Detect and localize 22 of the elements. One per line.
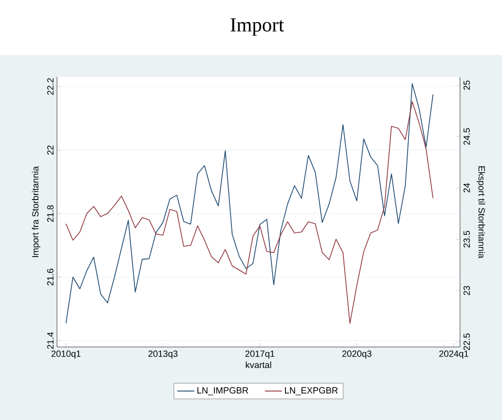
y2-tick-label: 22.5: [464, 334, 470, 350]
chart-title: Import: [230, 18, 284, 36]
y2-tick-label: 24: [464, 183, 470, 192]
x-tick-label: 2020q3: [342, 350, 372, 359]
x-tick-label: 2013q3: [148, 350, 178, 359]
y-tick-label: 21.4: [47, 332, 54, 349]
x-tick-label: 2010q1: [51, 350, 81, 359]
y-tick-label: 21.6: [47, 268, 54, 286]
y-tick-label: 22: [47, 146, 54, 155]
y-tick-label: 21.8: [47, 205, 54, 222]
y-tick-label: 22.2: [47, 78, 54, 95]
legend-label: LN_IMPGBR: [197, 387, 248, 396]
y2-axis-title: Eksport til Storbritannia: [476, 166, 486, 258]
legend-label: LN_EXPGBR: [285, 387, 338, 396]
x-axis-title: kvartal: [246, 361, 272, 368]
x-tick-label: 2024q1: [439, 350, 468, 359]
y2-tick-label: 24.5: [464, 128, 470, 145]
y2-tick-label: 23: [464, 286, 470, 296]
y-axis-title: Import fra Storbritannia: [32, 166, 40, 258]
y2-tick-label: 25: [464, 80, 470, 90]
y2-tick-label: 23.5: [464, 230, 470, 248]
x-tick-label: 2017q1: [245, 350, 274, 359]
